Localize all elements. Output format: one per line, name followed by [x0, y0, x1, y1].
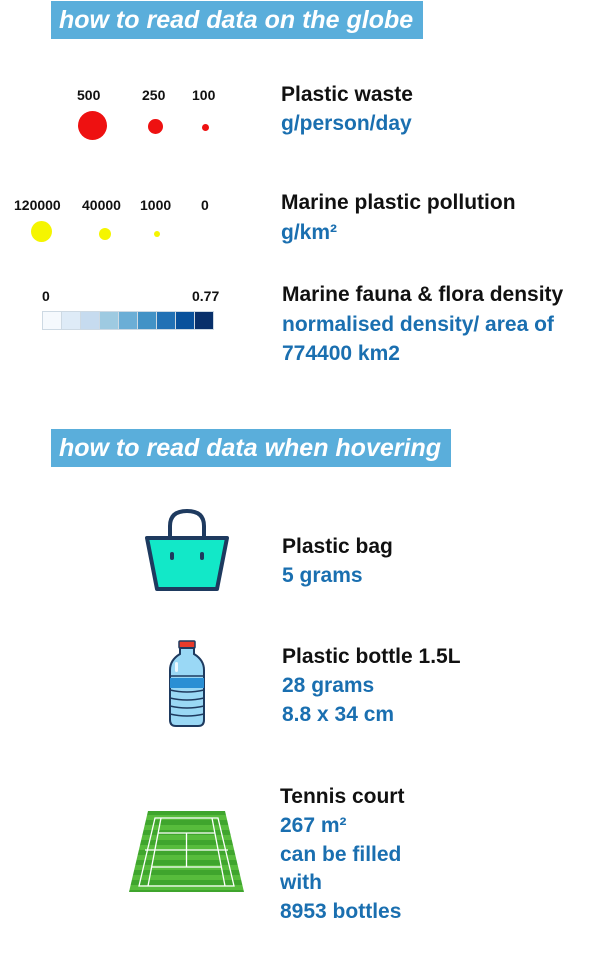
marine-pollution-value-1000: 1000	[140, 197, 172, 213]
marine-pollution-title: Marine plastic pollution	[281, 191, 516, 214]
marine-pollution-value-0: 0	[201, 197, 209, 213]
fauna-flora-title: Marine fauna & flora density	[282, 283, 564, 306]
marine-pollution-dot-large	[31, 221, 52, 242]
plastic-waste-value-100: 100	[192, 87, 216, 103]
density-scale-swatch	[137, 312, 156, 329]
plastic-waste-dot-large	[78, 111, 107, 140]
fauna-flora-unit-line1: normalised density/ area of	[282, 313, 554, 336]
plastic-bag-weight: 5 grams	[282, 564, 363, 587]
plastic-bag-title: Plastic bag	[282, 535, 393, 558]
globe-section-heading: how to read data on the globe	[51, 1, 424, 39]
tennis-court-bottles: 8953 bottles	[280, 900, 402, 923]
tennis-court-area: 267 m²	[280, 814, 347, 837]
plastic-bottle-title: Plastic bottle 1.5L	[282, 645, 461, 668]
tennis-court-line-filled: can be filled	[280, 843, 402, 866]
plastic-waste-dot-medium	[148, 119, 163, 134]
plastic-waste-value-500: 500	[77, 87, 101, 103]
density-scale-swatch	[61, 312, 80, 329]
tennis-court-line-with: with	[280, 871, 322, 894]
marine-pollution-dot-small	[154, 231, 160, 237]
density-scale-swatch	[43, 312, 61, 329]
density-scale-swatch	[99, 312, 118, 329]
hover-section-heading: how to read data when hovering	[51, 429, 451, 467]
density-scale-swatch	[175, 312, 194, 329]
plastic-bottle-size: 8.8 x 34 cm	[282, 703, 395, 726]
tennis-court-title: Tennis court	[280, 785, 405, 808]
density-scale-swatch	[80, 312, 99, 329]
density-scale-swatch	[118, 312, 137, 329]
plastic-waste-dot-small	[202, 124, 209, 131]
plastic-bag-icon	[145, 508, 229, 591]
tennis-court-icon	[129, 811, 244, 892]
plastic-waste-title: Plastic waste	[281, 83, 413, 106]
marine-pollution-unit: g/km²	[281, 221, 338, 244]
plastic-waste-unit: g/person/day	[281, 112, 412, 135]
fauna-flora-unit-line2: 774400 km2	[282, 342, 400, 365]
marine-pollution-value-120000: 120000	[14, 197, 61, 213]
plastic-bottle-weight: 28 grams	[282, 674, 375, 697]
density-scale-swatch	[156, 312, 175, 329]
density-scale-min-label: 0	[42, 288, 50, 304]
density-scale-swatch	[194, 312, 213, 329]
marine-pollution-value-40000: 40000	[82, 197, 121, 213]
density-color-scale	[42, 311, 214, 330]
marine-pollution-dot-medium	[99, 228, 111, 240]
plastic-bottle-icon	[169, 640, 205, 727]
plastic-waste-value-250: 250	[142, 87, 166, 103]
density-scale-max-label: 0.77	[192, 288, 220, 304]
